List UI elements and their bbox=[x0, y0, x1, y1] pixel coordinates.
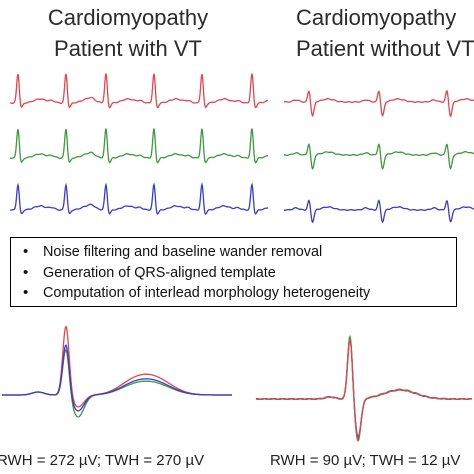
right-template-red bbox=[255, 336, 472, 438]
left-template-blue bbox=[2, 344, 232, 412]
right-title-line2: Patient without VT bbox=[296, 36, 474, 61]
left-template-green bbox=[2, 349, 232, 418]
processing-step-2: Generation of QRS-aligned template bbox=[21, 263, 456, 284]
left-lead-red-trace bbox=[9, 73, 269, 109]
right-qrs-template-overlay bbox=[255, 334, 473, 442]
left-title-line2: Patient with VT bbox=[54, 36, 202, 61]
processing-steps-list: Noise filtering and baseline wander remo… bbox=[21, 242, 456, 304]
processing-step-3: Computation of interlead morphology hete… bbox=[21, 283, 456, 304]
right-heterogeneity-metrics: RWH = 90 µV; TWH = 12 µV bbox=[270, 452, 461, 469]
processing-steps-box: Noise filtering and baseline wander remo… bbox=[10, 237, 457, 307]
right-lead-green-trace bbox=[283, 143, 474, 170]
right-title-line1: Cardiomyopathy bbox=[296, 5, 457, 30]
left-qrs-template-overlay bbox=[2, 325, 232, 418]
right-lead-blue-trace bbox=[284, 199, 474, 224]
right-template-green bbox=[255, 334, 472, 442]
right-template-blue bbox=[255, 338, 473, 440]
left-ecg-leads bbox=[9, 73, 269, 215]
left-title-line1: Cardiomyopathy bbox=[47, 5, 209, 30]
left-heterogeneity-metrics: RWH = 272 µV; TWH = 270 µV bbox=[0, 452, 205, 469]
right-panel-title: Cardiomyopathy Patient without VT bbox=[296, 2, 474, 64]
right-ecg-leads bbox=[283, 89, 474, 224]
processing-step-1: Noise filtering and baseline wander remo… bbox=[21, 242, 456, 263]
right-lead-red-trace bbox=[283, 89, 474, 118]
left-lead-blue-trace bbox=[10, 182, 269, 215]
left-panel-title: Cardiomyopathy Patient with VT bbox=[22, 2, 234, 64]
left-lead-green-trace bbox=[9, 128, 268, 164]
